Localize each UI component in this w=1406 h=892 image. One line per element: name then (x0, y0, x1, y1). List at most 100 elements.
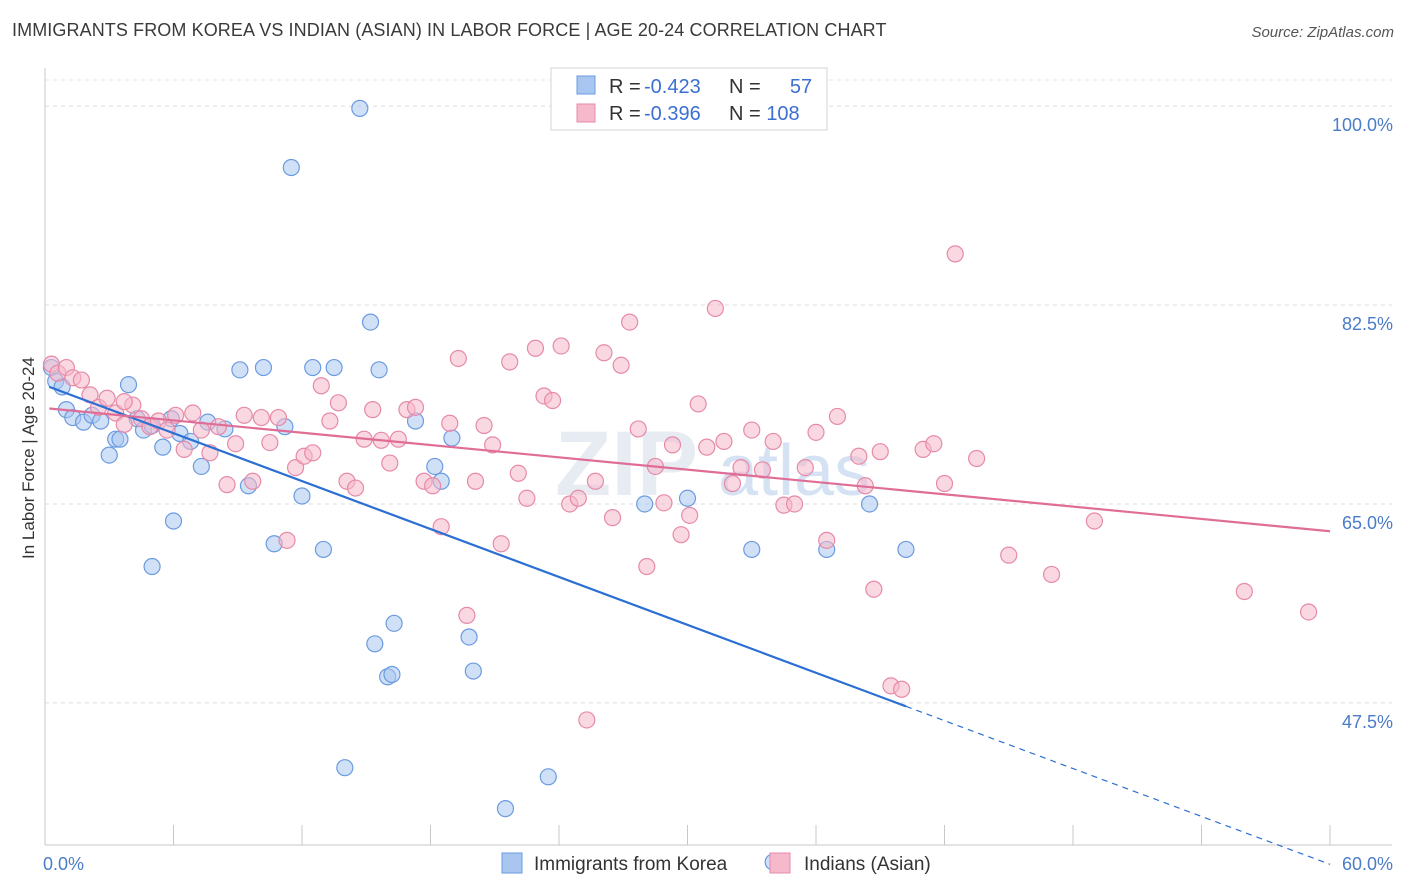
scatter-point (543, 391, 562, 410)
scatter-point (621, 313, 639, 331)
scatter-point (361, 313, 380, 331)
scatter-point (154, 438, 172, 456)
scatter-point (72, 371, 91, 389)
scatter-point (860, 495, 879, 513)
scatter-point (935, 474, 954, 493)
scatter-point (496, 800, 515, 818)
scatter-point (441, 414, 459, 432)
scatter-point (119, 376, 138, 394)
scatter-point (681, 506, 699, 524)
scatter-point (244, 472, 262, 490)
bottom-legend-swatch-korea (501, 852, 523, 874)
scatter-point (282, 158, 300, 177)
legend-r-label-korea: R = (609, 76, 641, 98)
scatter-point (689, 395, 707, 413)
scatter-point (1235, 582, 1253, 601)
scatter-point (111, 430, 129, 448)
scatter-point (1299, 603, 1318, 621)
scatter-point (871, 443, 889, 461)
chart-title: IMMIGRANTS FROM KOREA VS INDIAN (ASIAN) … (12, 20, 887, 40)
scatter-point (466, 472, 485, 490)
scatter-point (235, 406, 253, 424)
scatter-point (364, 401, 382, 419)
scatter-point (175, 440, 193, 459)
y-tick-label: 47.5% (1342, 712, 1393, 732)
scatter-point (385, 614, 403, 632)
legend-n-value-korea: 57 (790, 76, 812, 98)
scatter-point (743, 421, 761, 439)
scatter-point (278, 531, 296, 549)
scatter-point (460, 628, 478, 646)
scatter-point (865, 580, 883, 598)
scatter-point (426, 457, 444, 476)
scatter-point (968, 449, 986, 468)
x-tick-label-min: 0.0% (43, 854, 84, 874)
scatter-point (325, 358, 343, 377)
scatter-point (346, 479, 365, 497)
scatter-point (663, 436, 682, 454)
scatter-point (828, 407, 847, 426)
scatter-point (321, 412, 339, 430)
scatter-point (192, 457, 210, 476)
scatter-point (706, 299, 724, 318)
scatter-point (655, 494, 673, 512)
scatter-point (764, 432, 782, 451)
scatter-point (925, 435, 943, 453)
scatter-point (209, 418, 228, 436)
scatter-point (286, 458, 305, 477)
y-tick-label: 100.0% (1332, 115, 1393, 135)
scatter-point (443, 429, 461, 447)
scatter-point (254, 358, 273, 377)
scatter-point (678, 489, 697, 507)
scatter-point (252, 408, 270, 427)
scatter-point (164, 512, 183, 530)
scatter-point (1000, 546, 1018, 564)
legend-n-label-indian: N = (729, 103, 761, 125)
scatter-point (383, 665, 401, 684)
scatter-point (612, 356, 630, 374)
scatter-point (636, 495, 654, 513)
scatter-point (897, 540, 915, 559)
scatter-point (526, 339, 545, 357)
scatter-point (314, 540, 333, 559)
scatter-point (484, 436, 502, 454)
scatter-point (115, 415, 133, 433)
scatter-point (946, 245, 964, 263)
scatter-point (552, 337, 570, 355)
bottom-legend: Immigrants from Korea Indians (Asian) (501, 852, 931, 875)
scatter-point (261, 433, 279, 452)
scatter-point (115, 393, 133, 411)
trend-line-extension-korea (905, 705, 1331, 865)
scatter-point (501, 353, 519, 371)
legend-r-value-indian: -0.396 (644, 103, 701, 125)
bottom-legend-label-indian: Indians (Asian) (804, 854, 931, 875)
scatter-point (304, 444, 322, 462)
scatter-point (370, 361, 388, 379)
scatter-point (1042, 565, 1061, 584)
scatter-point (351, 99, 369, 117)
scatter-point (336, 759, 354, 777)
scatter-point (381, 454, 399, 472)
scatter-point (586, 472, 605, 490)
scatter-point (304, 358, 322, 377)
scatter-point (475, 416, 493, 435)
scatter-point (1085, 512, 1104, 530)
scatter-point (143, 557, 161, 576)
trend-lines (48, 385, 1331, 865)
scatter-point (269, 408, 288, 427)
gridlines (45, 79, 1392, 704)
scatter-point (578, 711, 596, 729)
scatter-point (312, 377, 330, 395)
y-tick-labels: 100.0% 82.5% 65.0% 47.5% (1332, 115, 1393, 732)
scatter-point (184, 404, 202, 422)
scatter-point (464, 662, 482, 680)
scatter-point (509, 464, 527, 482)
scatter-point (218, 476, 236, 494)
legend-n-label-korea: N = (729, 76, 761, 98)
scatter-point (449, 349, 467, 368)
trend-line-korea (48, 385, 907, 708)
scatter-point (796, 458, 814, 477)
y-tick-label: 65.0% (1342, 513, 1393, 533)
scatter-point (492, 535, 510, 553)
